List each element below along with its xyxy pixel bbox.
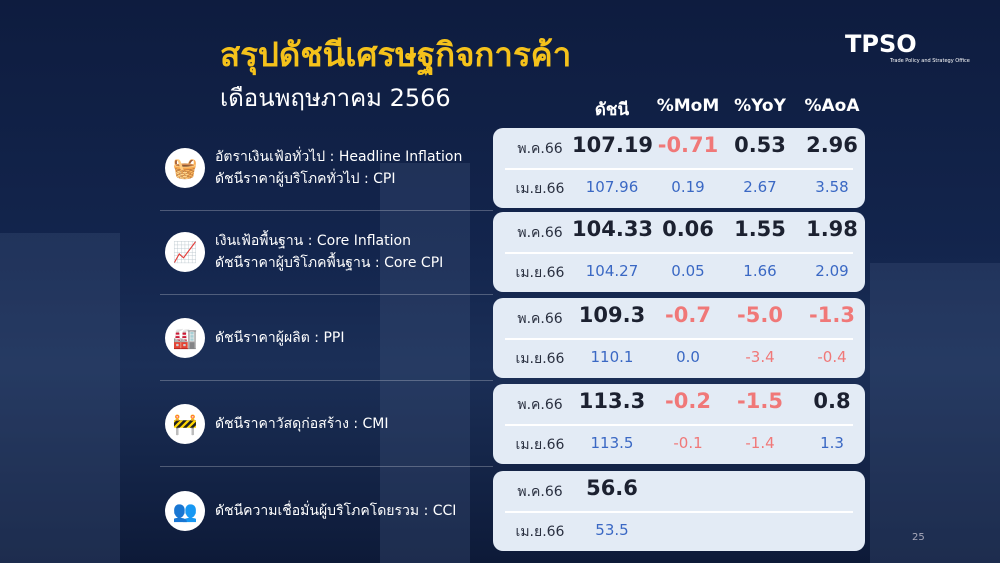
indicator-label: เงินเฟ้อพื้นฐาน : Core Inflation ดัชนีราค…	[215, 233, 444, 271]
column-header: %MoM	[656, 96, 720, 116]
month-label: พ.ค.66	[517, 141, 563, 157]
value-cell: 104.33	[572, 217, 654, 241]
indicator-table-row: พ.ค.66 104.33 0.06 1.55 1.98 เม.ย.66 104.27 0.0…	[493, 212, 865, 292]
month-label: พ.ค.66	[517, 311, 563, 327]
column-header: ดัชนี	[594, 100, 630, 120]
value-cell: 1.55	[734, 217, 786, 241]
month-label: เม.ย.66	[515, 265, 565, 281]
month-label: พ.ค.66	[517, 225, 563, 241]
value-cell: 56.6	[586, 476, 638, 500]
tpso-logo: TPSO Trade Policy and Strategy Office	[845, 30, 970, 64]
divider	[160, 466, 493, 467]
page-title: สรุปดัชนีเศรษฐกิจการค้า	[220, 35, 572, 74]
value-cell: 0.53	[734, 133, 786, 157]
indicator-label: ดัชนีความเชื่อมั่นผู้บริโภคโดยรวม : CCI	[215, 503, 457, 519]
value-cell: -0.2	[665, 389, 711, 413]
month-label: พ.ค.66	[517, 397, 563, 413]
value-cell: 1.66	[743, 262, 777, 280]
building-silhouette	[0, 233, 120, 563]
shopping-basket-icon: 🧺	[165, 148, 205, 188]
growth-chart-icon: 📈	[165, 232, 205, 272]
value-cell: 113.5	[590, 434, 634, 452]
value-cell: 0.05	[671, 262, 705, 280]
month-label: เม.ย.66	[515, 181, 565, 197]
month-label: เม.ย.66	[515, 437, 565, 453]
value-cell: 3.58	[815, 178, 849, 196]
month-label: เม.ย.66	[515, 351, 565, 367]
value-cell: 0.0	[676, 348, 700, 366]
value-cell: 0.06	[662, 217, 714, 241]
factory-icon: 🏭	[165, 318, 205, 358]
value-cell: -1.5	[737, 389, 783, 413]
value-cell: 104.27	[585, 262, 639, 280]
page-number: 25	[912, 532, 925, 543]
indicator-table-row: พ.ค.66 107.19 -0.71 0.53 2.96 เม.ย.66 107.96 0.…	[493, 128, 865, 208]
value-cell: -0.71	[657, 133, 719, 157]
value-cell: 2.96	[806, 133, 858, 157]
divider	[160, 380, 493, 381]
value-cell: -1.3	[809, 303, 855, 327]
value-cell: 53.5	[595, 521, 629, 539]
indicator-label: อัตราเงินเฟ้อทั่วไป : Headline Inflation…	[215, 149, 463, 187]
value-cell: 1.3	[820, 434, 844, 452]
building-silhouette	[380, 163, 470, 563]
column-header: %AoA	[804, 96, 860, 116]
value-cell: -5.0	[737, 303, 783, 327]
value-cell: 107.19	[572, 133, 654, 157]
value-cell: 2.09	[815, 262, 849, 280]
indicator-table-row: พ.ค.66 56.6 เม.ย.66 53.5	[493, 471, 865, 551]
value-cell: 1.98	[806, 217, 858, 241]
indicator-label: ดัชนีราคาวัสดุก่อสร้าง : CMI	[215, 416, 389, 432]
indicator-table-row: พ.ค.66 109.3 -0.7 -5.0 -1.3 เม.ย.66 110.1 0.0 -3…	[493, 298, 865, 378]
value-cell: 109.3	[578, 303, 646, 327]
value-cell: -1.4	[745, 434, 775, 452]
construction-icon: 🚧	[165, 404, 205, 444]
divider	[160, 210, 493, 211]
divider	[160, 294, 493, 295]
column-header: %YoY	[734, 96, 786, 116]
month-label: พ.ค.66	[517, 484, 563, 500]
value-cell: 113.3	[578, 389, 646, 413]
value-cell: 107.96	[585, 178, 639, 196]
value-cell: 0.8	[813, 389, 851, 413]
indicator-table-row: พ.ค.66 113.3 -0.2 -1.5 0.8 เม.ย.66 113.5 -0.1 -1…	[493, 384, 865, 464]
value-cell: 2.67	[743, 178, 777, 196]
value-cell: -0.4	[817, 348, 847, 366]
consumer-confidence-icon: 👥	[165, 491, 205, 531]
page-subtitle: เดือนพฤษภาคม 2566	[220, 84, 451, 112]
value-cell: -0.7	[665, 303, 711, 327]
month-label: เม.ย.66	[515, 524, 565, 540]
value-cell: 110.1	[590, 348, 634, 366]
value-cell: -3.4	[745, 348, 775, 366]
indicator-label: ดัชนีราคาผู้ผลิต : PPI	[215, 330, 345, 346]
value-cell: -0.1	[673, 434, 703, 452]
value-cell: 0.19	[671, 178, 705, 196]
building-silhouette	[870, 263, 1000, 563]
